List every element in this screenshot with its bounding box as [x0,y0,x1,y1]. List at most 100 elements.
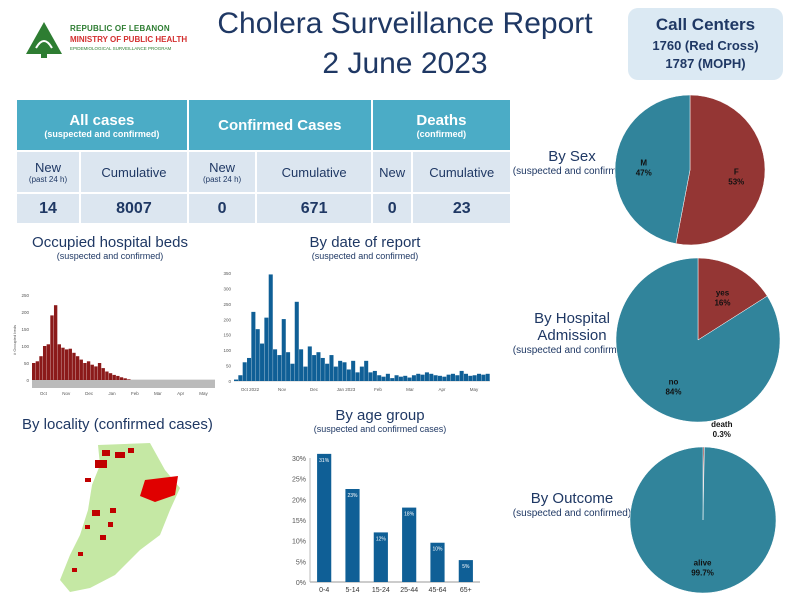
bar [32,363,36,380]
bar [264,317,269,381]
report-date: 2 June 2023 [322,47,488,80]
bar [68,348,72,380]
data-label: 5% [462,564,470,570]
page-title: Cholera Surveillance Report [217,7,593,40]
bar [442,376,447,381]
bar [346,369,351,381]
bar [90,364,94,380]
bar [83,363,87,380]
bar [403,375,408,381]
bar [61,347,65,380]
report-chart-title: By date of report (suspected and confirme… [309,234,421,261]
bar [351,360,356,381]
bar [481,374,486,381]
bar [286,352,291,381]
y-tick-label: 0 [26,378,29,383]
y-tick-label: 350 [223,271,231,276]
bar [381,376,386,381]
y-tick-label: 5% [296,559,306,566]
logo-line-1: REPUBLIC OF LEBANON [70,24,170,33]
bar [402,507,417,582]
slice-value: 47% [636,169,652,178]
slice-value: 16% [714,298,730,307]
bar [333,366,338,381]
bar [64,349,69,380]
slice-name: no [669,378,679,387]
bar [390,378,395,381]
beds-chart-title: Occupied hospital beds (suspected and con… [32,234,188,261]
bar [281,319,286,381]
bar [316,352,321,381]
bar [338,360,343,381]
bar [97,363,102,380]
confirmed-cumulative-value: 671 [257,194,371,223]
slice-value: 99.7% [691,568,714,577]
bar [394,375,399,381]
bar [260,343,265,381]
category-label: 45-64 [429,587,447,594]
month-label: Apr [177,391,185,396]
col-new: New (past 24 h) [188,152,256,192]
slice-name: M [640,159,647,168]
y-tick-label: 300 [223,286,231,291]
bar [325,363,330,381]
month-label: Jan 2023 [337,387,356,392]
bar [433,375,438,381]
moph-logo: REPUBLIC OF LEBANON MINISTRY OF PUBLIC H… [22,20,187,60]
month-label: Dec [85,391,94,396]
bar [94,366,98,380]
call-centers-title: Call Centers [655,15,756,34]
logo-line-2: MINISTRY OF PUBLIC HEALTH [70,35,188,44]
bar [119,377,124,380]
bar [459,370,464,381]
sex-pie-label: By Sex (suspected and confirmed) [512,148,632,177]
month-label: Oct [40,391,48,396]
header-deaths: Deaths (confirmed) [372,100,510,150]
bar [455,375,460,381]
bar [238,375,243,381]
y-tick-label: 250 [21,293,29,298]
bar [364,360,369,381]
bar [307,346,312,381]
bar [468,375,473,381]
bar [458,560,473,582]
deaths-new-value: 0 [372,194,412,223]
category-label: 25-44 [400,587,418,594]
y-tick-label: 0% [296,580,306,587]
col-new: New (past 24 h) [17,152,80,192]
deaths-cumulative-value: 23 [413,194,510,223]
bar [247,357,252,381]
bar [273,349,278,381]
bar [57,344,61,380]
call-centers-box: Call Centers 1760 (Red Cross) 1787 (MOPH… [628,8,783,80]
bar [101,368,105,380]
header-confirmed-cases: Confirmed Cases [188,100,371,150]
confirmed-new-value: 0 [188,194,256,223]
bar [463,373,469,381]
pie-slice-yes [697,257,768,341]
col-cumulative: Cumulative [81,152,187,192]
y-tick-label: 150 [21,327,29,332]
bar [312,355,317,381]
month-label: Mar [406,387,414,392]
slice-value: 53% [728,177,744,186]
month-label: May [470,387,479,392]
bar [50,315,54,380]
data-label: 31% [319,458,330,464]
bar [242,362,247,381]
lebanon-map [60,443,180,592]
slice-value: 84% [665,388,681,397]
y-tick-label: 150 [223,333,231,338]
col-cumulative: Cumulative [413,152,510,192]
bar [476,373,482,381]
bar [446,374,451,381]
y-tick-label: 100 [223,348,231,353]
y-tick-label: 20% [292,497,306,504]
age-chart-title: By age group (suspected and confirmed cas… [313,407,447,434]
y-tick-label: 200 [21,310,29,315]
slice-name: F [734,167,739,176]
bar [42,346,47,380]
y-tick-label: 10% [292,539,306,546]
slice-name: yes [716,288,730,297]
